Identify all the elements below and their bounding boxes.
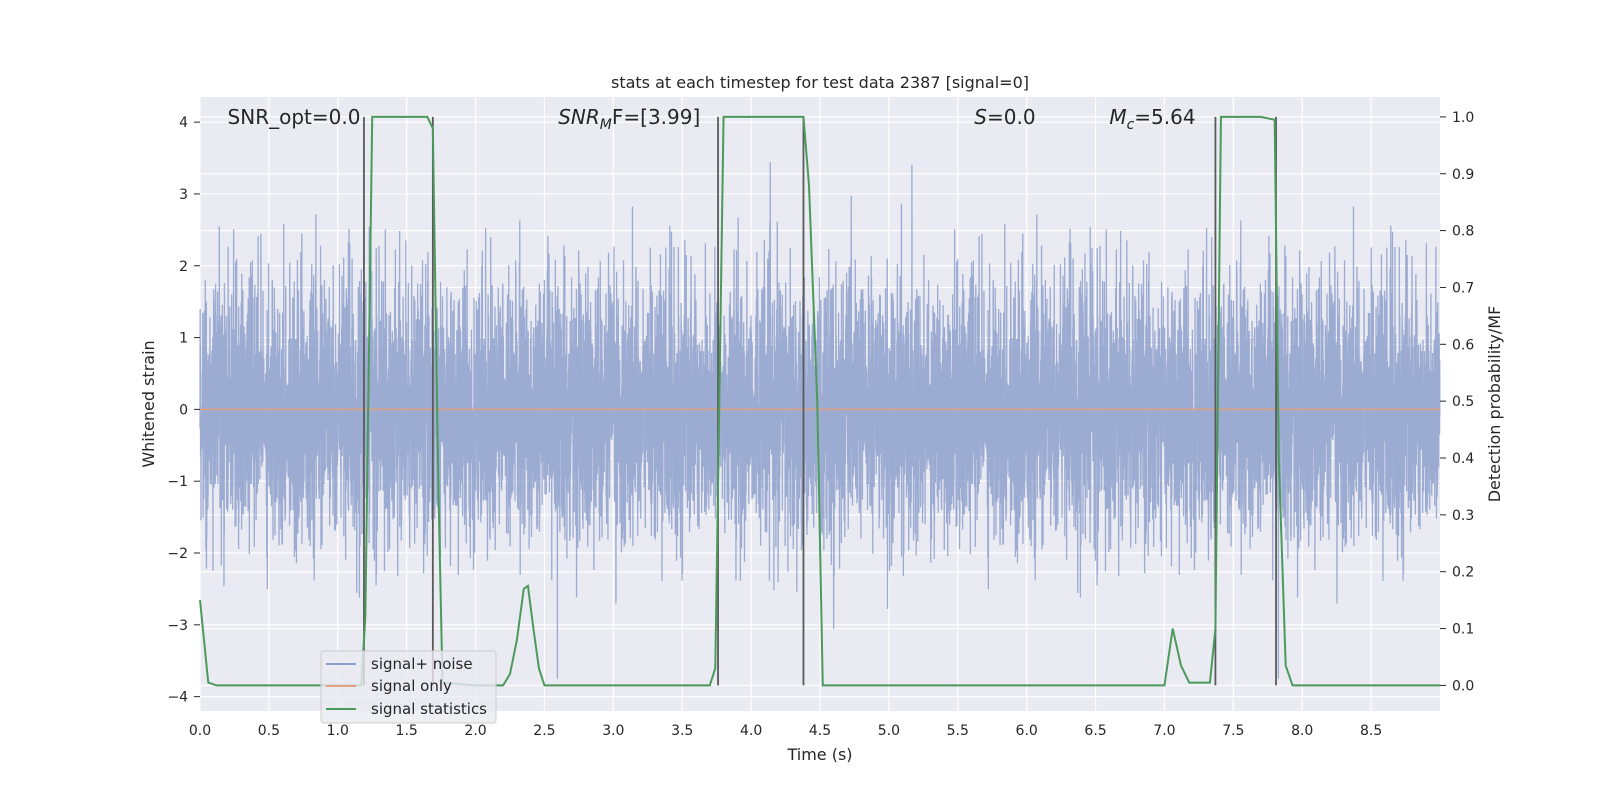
y-right-tick-label-4: 0.6 <box>1452 337 1474 353</box>
chart-title: stats at each timestep for test data 238… <box>611 73 1029 92</box>
x-tick-label-2: 1.0 <box>327 723 349 739</box>
y-tick-label-0: 4 <box>179 115 188 131</box>
y-right-tick-label-6: 0.4 <box>1452 451 1474 467</box>
y-right-tick-label-3: 0.7 <box>1452 280 1474 296</box>
y-tick-label-5: −1 <box>167 474 188 490</box>
y-tick-label-2: 2 <box>179 259 188 275</box>
legend-label-noise: signal+ noise <box>371 655 473 673</box>
legend: signal+ noise signal only signal statist… <box>320 650 497 724</box>
y-right-tick-label-9: 0.1 <box>1452 622 1474 638</box>
x-tick-label-9: 4.5 <box>809 723 831 739</box>
annotation-0: SNR_opt=0.0 <box>228 105 361 129</box>
y-right-tick-label-0: 1.0 <box>1452 110 1474 126</box>
x-tick-label-8: 4.0 <box>740 723 762 739</box>
annotation-3: Mc=5.64 <box>1109 105 1195 133</box>
annotations: SNR_opt=0.0 SNRMF=[3.99] S=0.0 Mc=5.64 <box>228 105 1196 133</box>
x-tick-label-11: 5.5 <box>947 723 969 739</box>
y-right-tick-label-7: 0.3 <box>1452 508 1474 524</box>
noise-trace <box>199 162 1441 679</box>
y-tick-label-1: 3 <box>179 187 188 203</box>
annotation-2: S=0.0 <box>974 105 1035 129</box>
legend-label-signal-only: signal only <box>371 677 452 695</box>
y-right-tick-label-1: 0.9 <box>1452 167 1474 183</box>
y-axis-ticks: 4 3 2 1 0 −1 −2 −3 −4 <box>167 115 200 706</box>
statistics-curve <box>199 115 1440 687</box>
x-tick-label-5: 2.5 <box>533 723 555 739</box>
x-tick-label-3: 1.5 <box>396 723 418 739</box>
x-tick-label-6: 3.0 <box>602 723 624 739</box>
x-tick-label-10: 5.0 <box>878 723 900 739</box>
y-tick-label-4: 0 <box>179 402 188 418</box>
y-right-tick-label-2: 0.8 <box>1452 224 1474 240</box>
y-right-tick-label-8: 0.2 <box>1452 565 1474 581</box>
legend-label-statistics: signal statistics <box>371 700 487 718</box>
noise-series <box>199 162 1441 679</box>
y-axis-label: Whitened strain <box>139 340 158 467</box>
x-tick-label-14: 7.0 <box>1153 723 1175 739</box>
y-right-tick-label-10: 0.0 <box>1452 678 1474 694</box>
x-tick-label-16: 8.0 <box>1291 723 1313 739</box>
x-tick-label-4: 2.0 <box>464 723 486 739</box>
x-tick-label-15: 7.5 <box>1222 723 1244 739</box>
y-tick-label-7: −3 <box>167 618 188 634</box>
y-right-tick-label-5: 0.5 <box>1452 394 1474 410</box>
y-right-axis-label: Detection probability/MF <box>1485 306 1504 503</box>
x-tick-label-1: 0.5 <box>258 723 280 739</box>
x-tick-label-13: 6.5 <box>1084 723 1106 739</box>
y-right-axis-ticks: 1.0 0.9 0.8 0.7 0.6 0.5 0.4 0.3 0.2 0.1 0.0 <box>1440 110 1474 694</box>
annotation-1: SNRMF=[3.99] <box>558 105 700 133</box>
x-tick-label-0: 0.0 <box>189 723 211 739</box>
x-tick-label-7: 3.5 <box>671 723 693 739</box>
y-tick-label-8: −4 <box>167 690 188 706</box>
x-axis-label: Time (s) <box>786 745 852 764</box>
statistics-series <box>199 115 1440 687</box>
x-tick-label-17: 8.5 <box>1360 723 1382 739</box>
y-tick-label-3: 1 <box>179 331 188 347</box>
x-tick-label-12: 6.0 <box>1016 723 1038 739</box>
legend-box <box>320 650 497 724</box>
y-tick-label-6: −2 <box>167 546 188 562</box>
x-axis-ticks: 0.0 0.5 1.0 1.5 2.0 2.5 3.0 3.5 4.0 4.5 5.0 5.5 6.0 6… <box>189 723 1382 739</box>
